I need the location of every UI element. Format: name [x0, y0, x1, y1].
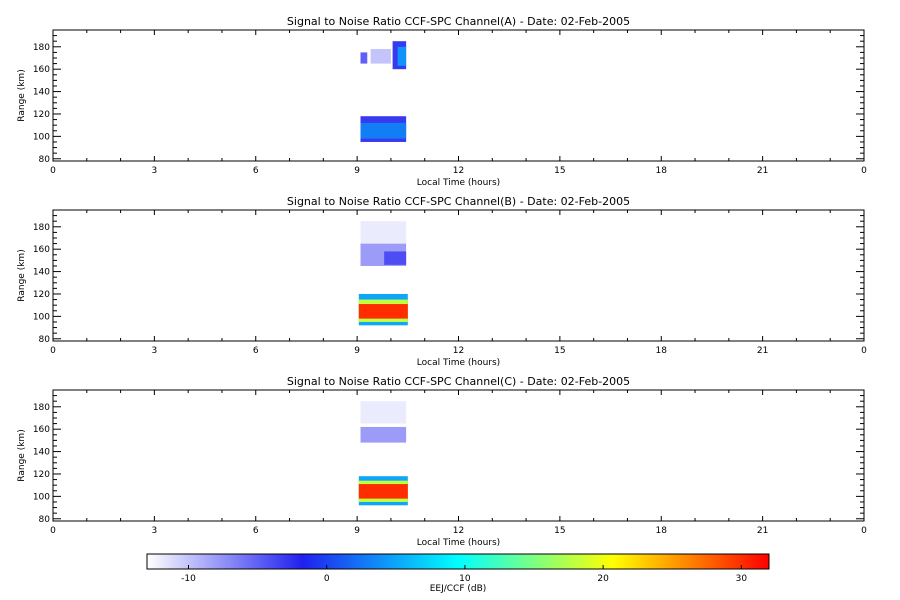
y-tick-label: 80 [39, 515, 51, 525]
x-tick-label: 9 [354, 166, 360, 176]
data-region-2 [360, 122, 407, 139]
data-region-3 [358, 304, 408, 319]
x-tick-label: 3 [152, 166, 158, 176]
x-tick-label: 15 [554, 526, 565, 536]
colorbar-tick-label: 30 [736, 574, 748, 584]
x-tick-label: 6 [253, 346, 259, 356]
data-region-6 [360, 221, 407, 244]
x-tick-label: 0 [861, 166, 867, 176]
data-region-4 [360, 426, 407, 443]
x-axis-label: Local Time (hours) [417, 178, 500, 188]
colorbar-gradient [146, 553, 770, 570]
x-tick-label: 3 [152, 526, 158, 536]
x-axis-label: Local Time (hours) [417, 358, 500, 368]
x-tick-label: 0 [50, 526, 56, 536]
colorbar-label: EEJ/CCF (dB) [430, 584, 487, 594]
x-tick-label: 3 [152, 346, 158, 356]
y-tick-label: 100 [33, 312, 50, 322]
x-tick-label: 0 [50, 346, 56, 356]
y-tick-label: 120 [33, 290, 50, 300]
x-tick-label: 12 [453, 346, 464, 356]
plot-frame [52, 29, 865, 162]
x-tick-label: 0 [50, 166, 56, 176]
x-tick-label: 15 [554, 166, 565, 176]
x-tick-label: 9 [354, 346, 360, 356]
x-tick-label: 12 [453, 166, 464, 176]
colorbar-tick-label: 20 [597, 574, 609, 584]
x-tick-label: 18 [656, 166, 668, 176]
data-region-4 [370, 49, 391, 64]
y-tick-label: 180 [33, 43, 50, 53]
y-tick-label: 100 [33, 492, 50, 502]
panel-title: Signal to Noise Ratio CCF-SPC Channel(C)… [287, 375, 630, 388]
x-tick-label: 6 [253, 166, 259, 176]
x-tick-label: 6 [253, 526, 259, 536]
y-axis-label: Range (km) [17, 249, 27, 301]
panel-title: Signal to Noise Ratio CCF-SPC Channel(B)… [287, 195, 630, 208]
colorbar-tick-label: 10 [459, 574, 471, 584]
y-tick-label: 80 [39, 155, 51, 165]
y-tick-label: 160 [33, 245, 50, 255]
x-tick-label: 18 [656, 526, 668, 536]
y-tick-label: 140 [33, 448, 50, 458]
x-tick-label: 21 [757, 166, 768, 176]
y-tick-label: 180 [33, 403, 50, 413]
panel-1: Signal to Noise Ratio CCF-SPC Channel(A)… [17, 15, 867, 188]
panel-2: Signal to Noise Ratio CCF-SPC Channel(B)… [17, 195, 867, 368]
y-tick-label: 160 [33, 425, 50, 435]
plot-frame [52, 209, 865, 342]
y-tick-label: 180 [33, 223, 50, 233]
panel-title: Signal to Noise Ratio CCF-SPC Channel(A)… [287, 15, 630, 28]
y-tick-label: 140 [33, 268, 50, 278]
x-axis-label: Local Time (hours) [417, 538, 500, 548]
x-tick-label: 18 [656, 346, 668, 356]
x-tick-label: 21 [757, 346, 768, 356]
data-region-5 [360, 401, 407, 424]
y-tick-label: 120 [33, 470, 50, 480]
y-tick-label: 100 [33, 132, 50, 142]
x-tick-label: 21 [757, 526, 768, 536]
x-tick-label: 9 [354, 526, 360, 536]
y-tick-label: 140 [33, 88, 50, 98]
data-region-3 [360, 52, 368, 64]
data-region-6 [397, 46, 407, 66]
x-tick-label: 0 [861, 526, 867, 536]
data-region-3 [358, 484, 408, 499]
colorbar-tick-label: 0 [324, 574, 330, 584]
colorbar-tick-label: -10 [181, 574, 196, 584]
x-tick-label: 12 [453, 526, 464, 536]
plot-frame [52, 389, 865, 522]
y-tick-label: 80 [39, 335, 51, 345]
y-tick-label: 120 [33, 110, 50, 120]
y-tick-label: 160 [33, 65, 50, 75]
x-tick-label: 15 [554, 346, 565, 356]
data-region-5 [384, 251, 407, 265]
colorbar: -10 0 10 20 30 EEJ/CCF (dB) [146, 553, 770, 594]
x-tick-label: 0 [861, 346, 867, 356]
panel-3: Signal to Noise Ratio CCF-SPC Channel(C)… [17, 375, 867, 548]
y-axis-label: Range (km) [17, 429, 27, 481]
y-axis-label: Range (km) [17, 69, 27, 121]
